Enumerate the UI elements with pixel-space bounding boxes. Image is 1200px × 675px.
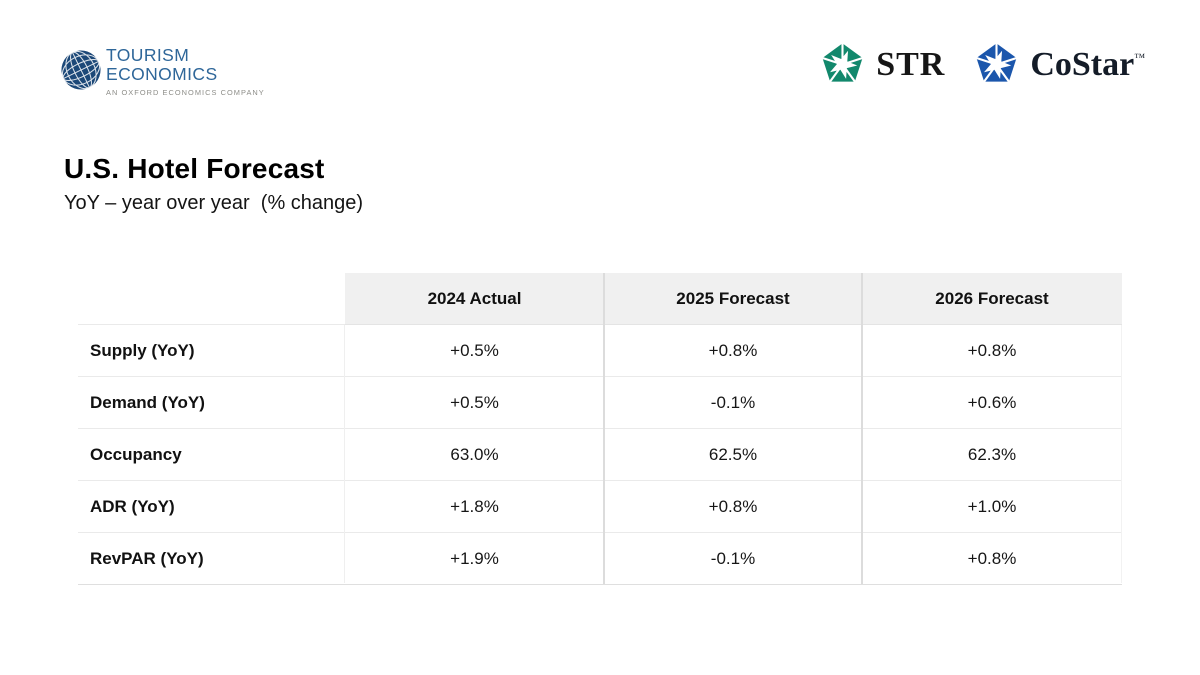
str-wordmark: STR — [876, 45, 946, 83]
tourism-economics-wordmark-line2: ECONOMICS — [106, 64, 218, 84]
page-subtitle: YoY – year over year (% change) — [64, 192, 364, 214]
cell-adr-2024: +1.8% — [345, 481, 604, 533]
trademark-symbol: ™ — [1134, 51, 1145, 64]
cell-demand-2026: +0.6% — [862, 377, 1122, 429]
title-block: U.S. Hotel Forecast YoY – year over year… — [64, 153, 363, 215]
header-cell-2026-forecast: 2026 Forecast — [862, 273, 1122, 325]
header-cell-empty — [78, 273, 345, 325]
cell-occupancy-2024: 63.0% — [345, 429, 604, 481]
partner-logos: STR CoStar™ — [819, 42, 1145, 87]
row-label-occupancy: Occupancy — [78, 429, 345, 481]
row-label-demand: Demand (YoY) — [78, 377, 345, 429]
cell-revpar-2024: +1.9% — [345, 533, 604, 585]
tourism-economics-logo: TOURISM ECONOMICS AN OXFORD ECONOMICS CO… — [60, 46, 265, 97]
column-divider-2025-2026 — [861, 273, 863, 584]
row-label-adr: ADR (YoY) — [78, 481, 345, 533]
column-divider-labels — [344, 325, 345, 583]
cell-revpar-2025: -0.1% — [604, 533, 862, 585]
costar-wordmark: CoStar™ — [1030, 45, 1145, 83]
oxford-economics-tagline: AN OXFORD ECONOMICS COMPANY — [106, 88, 265, 97]
tourism-economics-wordmark-line1: TOURISM — [106, 45, 190, 65]
header-cell-2024-actual: 2024 Actual — [345, 273, 604, 325]
cell-revpar-2026: +0.8% — [862, 533, 1122, 585]
row-label-supply: Supply (YoY) — [78, 325, 345, 377]
cell-occupancy-2026: 62.3% — [862, 429, 1122, 481]
costar-logo: CoStar™ — [973, 42, 1145, 87]
cell-supply-2026: +0.8% — [862, 325, 1122, 377]
cell-supply-2024: +0.5% — [345, 325, 604, 377]
str-pinwheel-icon — [821, 42, 864, 83]
str-logo: STR — [819, 42, 945, 87]
costar-pinwheel-icon — [975, 42, 1018, 83]
cell-supply-2025: +0.8% — [604, 325, 862, 377]
globe-icon — [61, 50, 101, 90]
row-label-revpar: RevPAR (YoY) — [78, 533, 345, 585]
column-divider-2024-2025 — [603, 273, 605, 584]
cell-adr-2025: +0.8% — [604, 481, 862, 533]
forecast-table: 2024 Actual 2025 Forecast 2026 Forecast … — [78, 273, 1122, 585]
table-right-edge — [1121, 325, 1122, 583]
cell-demand-2025: -0.1% — [604, 377, 862, 429]
header-cell-2025-forecast: 2025 Forecast — [604, 273, 862, 325]
cell-occupancy-2025: 62.5% — [604, 429, 862, 481]
page-title: U.S. Hotel Forecast — [64, 153, 325, 184]
cell-demand-2024: +0.5% — [345, 377, 604, 429]
cell-adr-2026: +1.0% — [862, 481, 1122, 533]
